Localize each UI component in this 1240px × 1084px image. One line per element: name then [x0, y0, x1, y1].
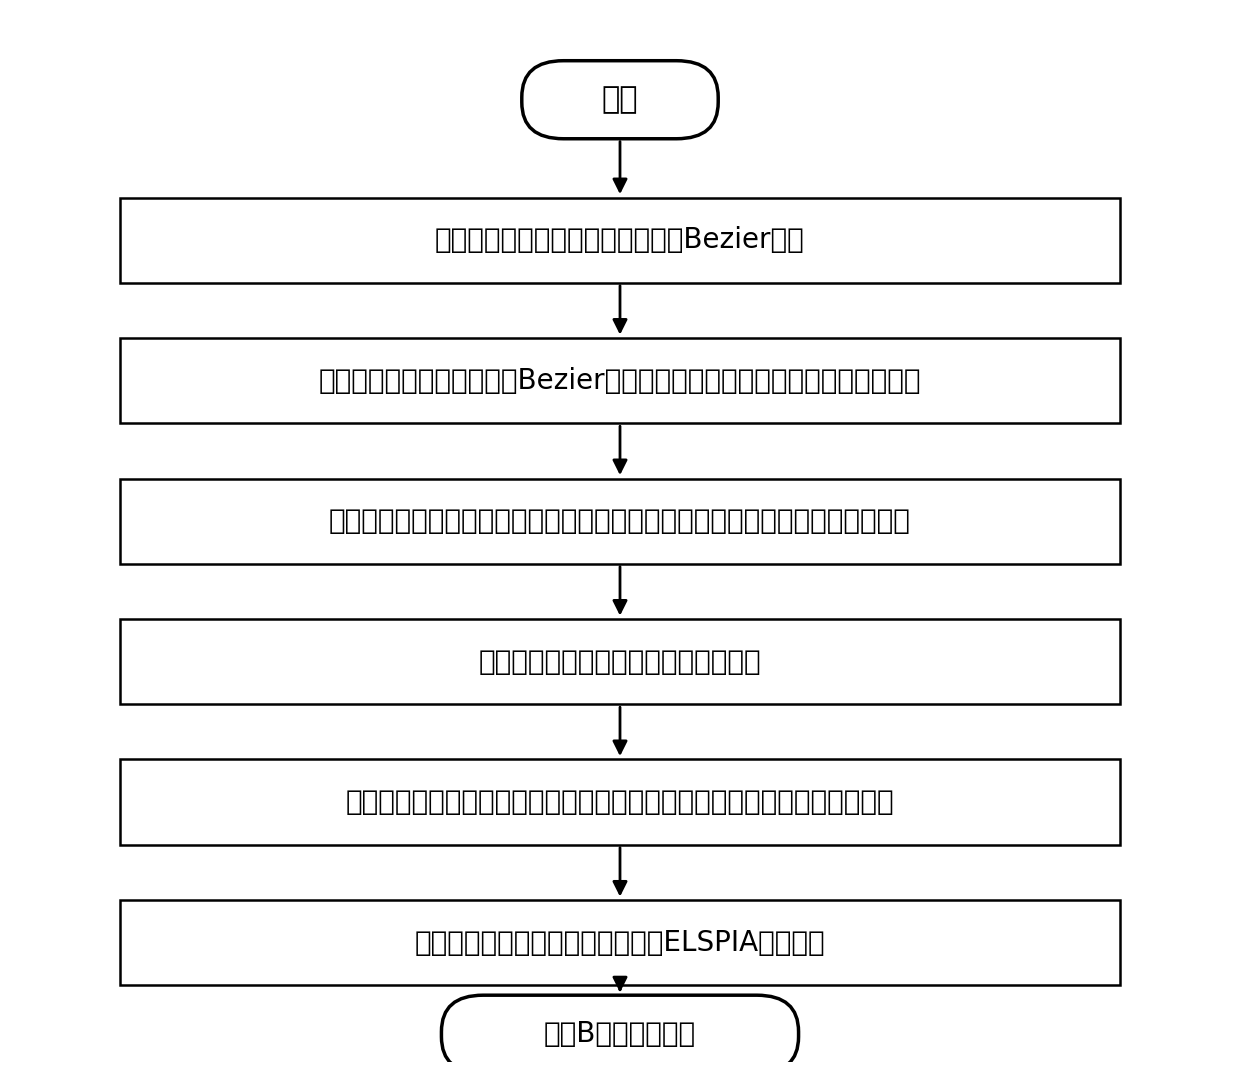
- FancyBboxPatch shape: [441, 995, 799, 1073]
- Text: 建立目标函数，并利用六维空间的ELSPIA算法求解: 建立目标函数，并利用六维空间的ELSPIA算法求解: [414, 929, 826, 957]
- Bar: [120, 478, 1120, 564]
- Text: 开始: 开始: [601, 86, 639, 114]
- Bar: [120, 197, 1120, 283]
- FancyBboxPatch shape: [522, 61, 718, 139]
- Bar: [120, 900, 1120, 985]
- Bar: [120, 760, 1120, 844]
- Bar: [120, 338, 1120, 424]
- Text: 依次在相邻两刀位点之间建立三次Bezier曲线: 依次在相邻两刀位点之间建立三次Bezier曲线: [435, 227, 805, 255]
- Text: 计算刀位点样条采样点的弧长参数，并作为六维空间目标采样点对应的弧长参数: 计算刀位点样条采样点的弧长参数，并作为六维空间目标采样点对应的弧长参数: [329, 507, 911, 535]
- Bar: [120, 619, 1120, 705]
- Text: 五轴B样条刀具轨迹: 五轴B样条刀具轨迹: [544, 1020, 696, 1048]
- Text: 对相邻两刀位点之间的三次Bezier曲线进行等参采样，得到刀位点样条采样点: 对相邻两刀位点之间的三次Bezier曲线进行等参采样，得到刀位点样条采样点: [319, 366, 921, 395]
- Text: 基于刀轴稳定性，计算刀轴点样条采样点，继而得到六维空间的目标采样点: 基于刀轴稳定性，计算刀轴点样条采样点，继而得到六维空间的目标采样点: [346, 788, 894, 816]
- Text: 计算刀位点对应的刀轴矢量和弧长参数: 计算刀位点对应的刀轴矢量和弧长参数: [479, 647, 761, 675]
